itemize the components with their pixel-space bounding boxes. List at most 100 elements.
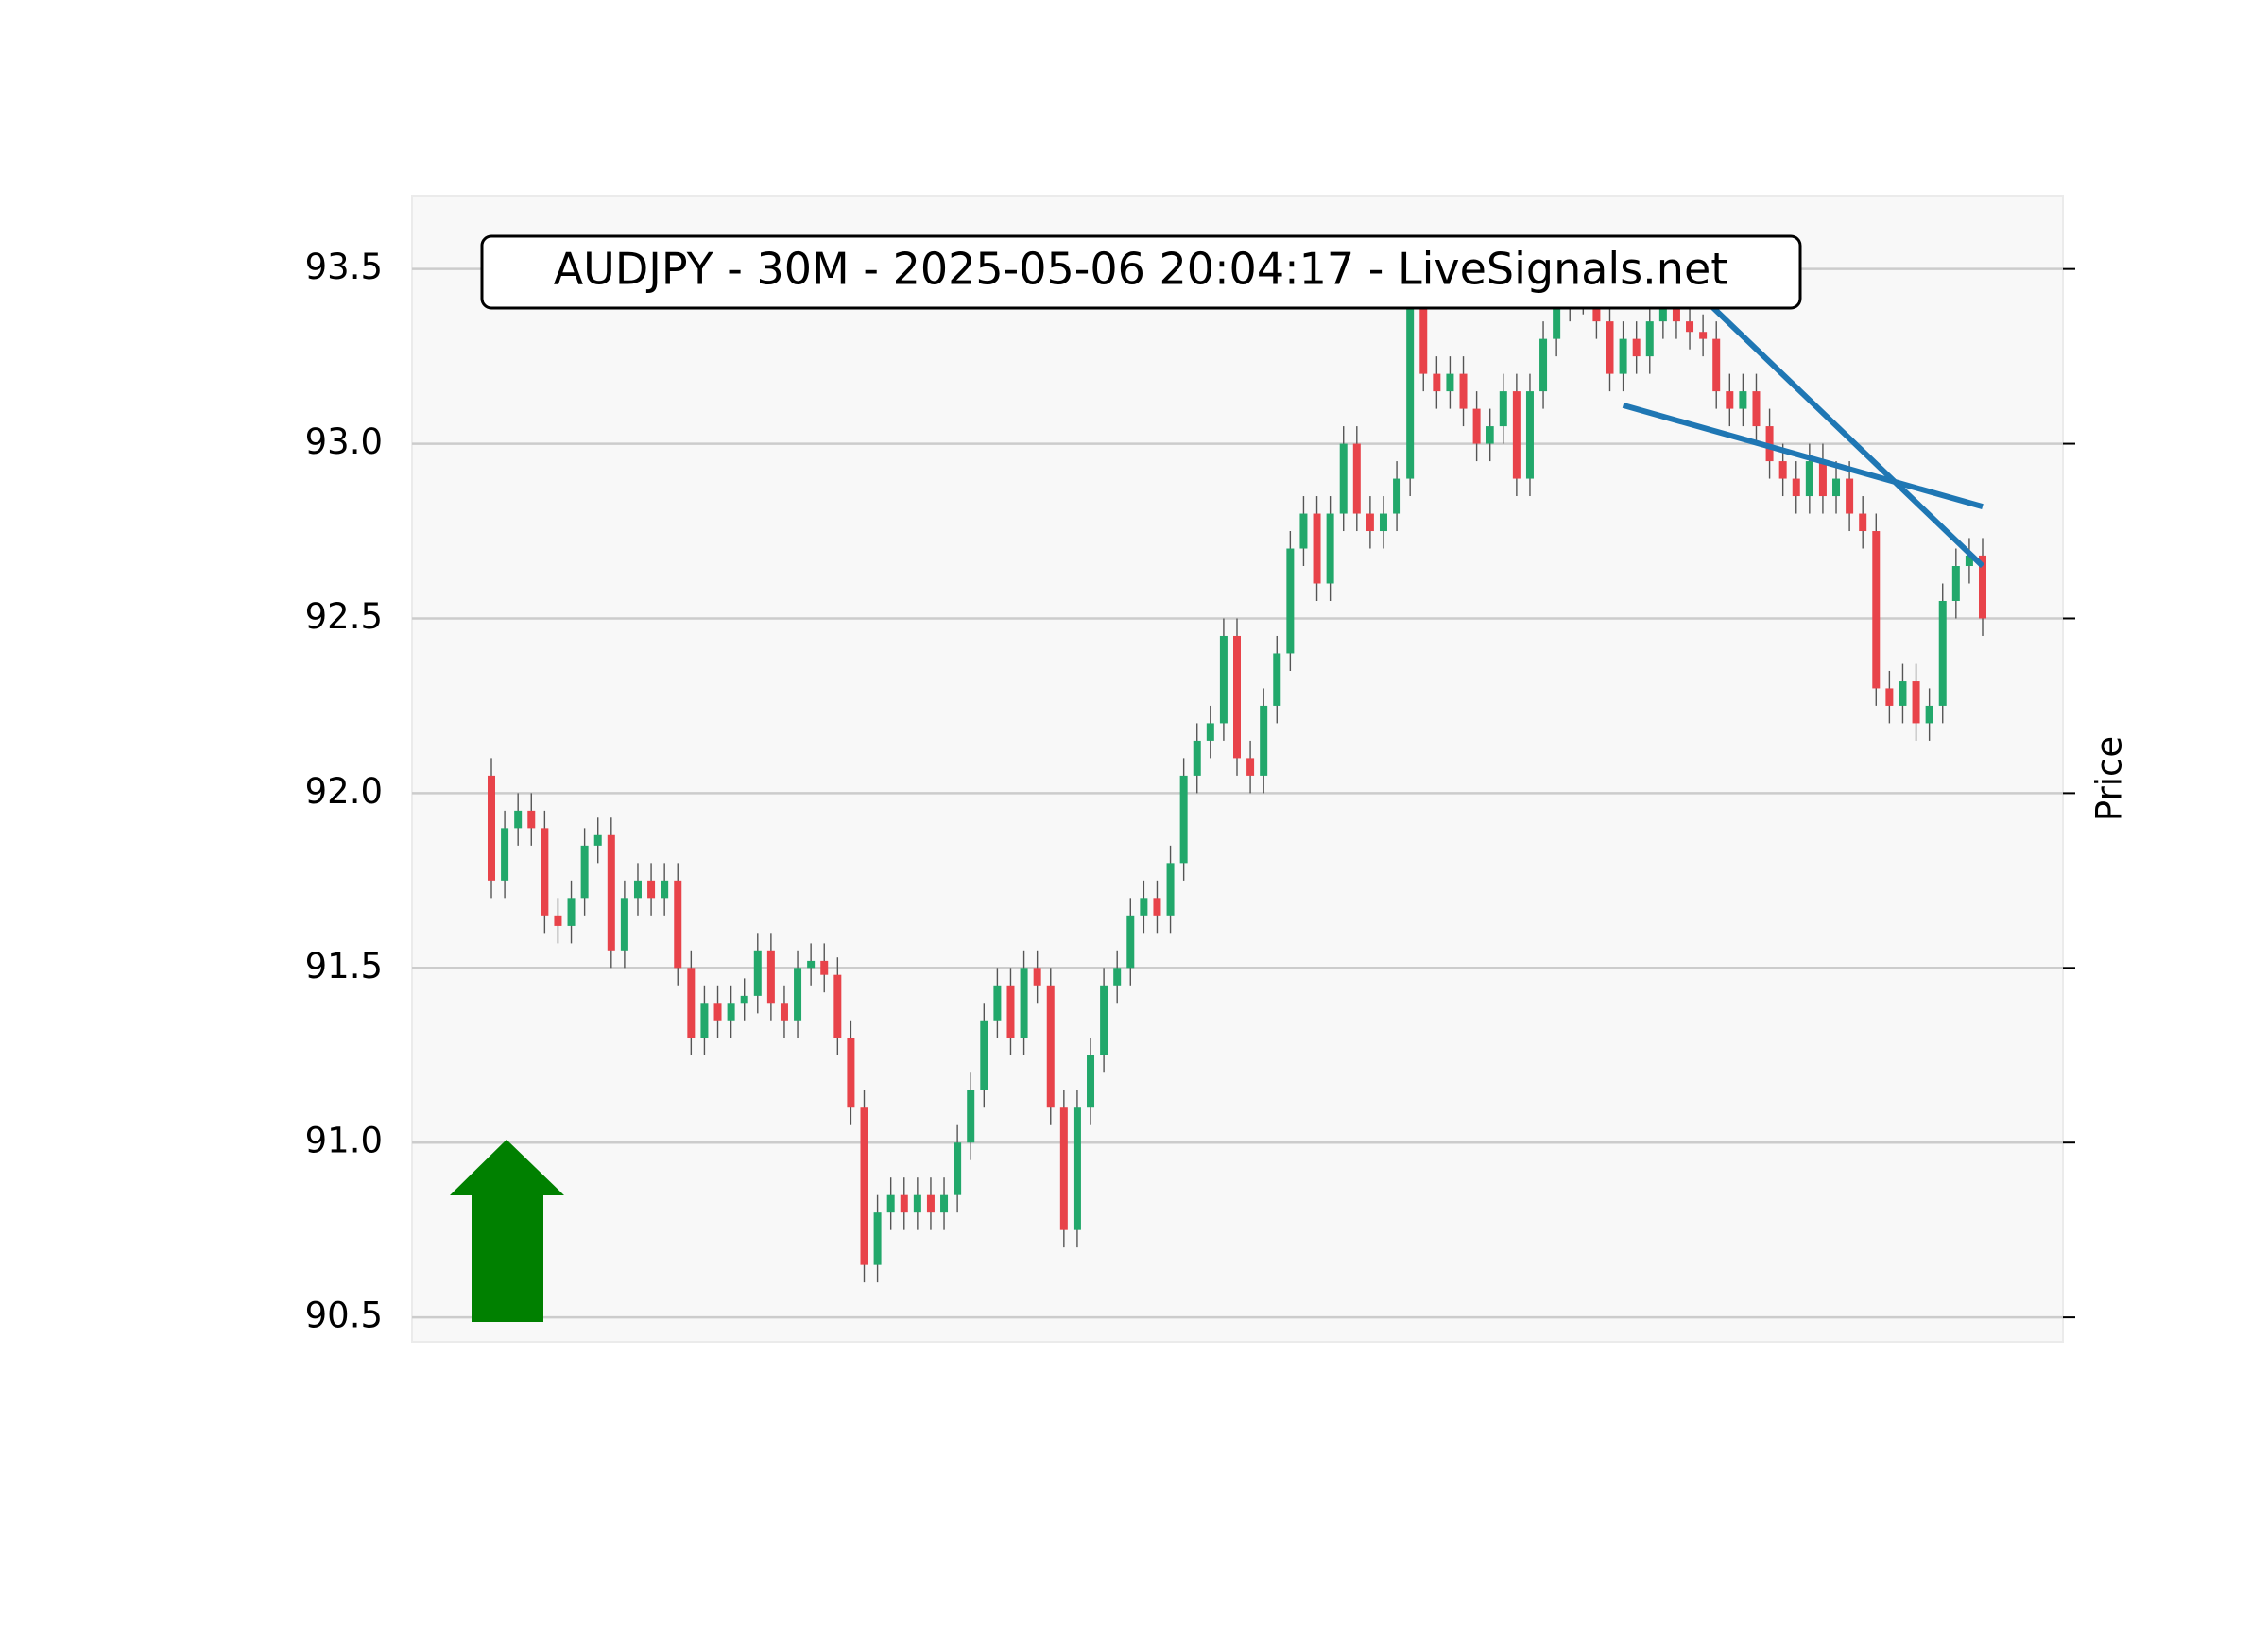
- candle-body: [1619, 338, 1627, 374]
- y-axis-label: Price: [2089, 736, 2130, 821]
- candle-body: [1339, 443, 1348, 514]
- candle-body: [1073, 1107, 1081, 1230]
- candle-body: [1087, 1055, 1095, 1108]
- candle-body: [766, 950, 775, 1004]
- candle-body: [1658, 303, 1667, 322]
- candle-body: [1712, 338, 1721, 392]
- y-tick-label: 93.5: [305, 247, 383, 287]
- y-tick-label: 93.0: [305, 421, 383, 462]
- candle-body: [514, 810, 523, 829]
- candle-body: [1260, 705, 1268, 776]
- candle-body: [1672, 303, 1680, 322]
- candle-body: [833, 974, 842, 1038]
- candle-body: [700, 1003, 709, 1038]
- candle-body: [1059, 1107, 1068, 1230]
- candle-body: [661, 880, 669, 899]
- candle-body: [1153, 898, 1161, 916]
- candle-body: [1778, 461, 1787, 479]
- candle-body: [1912, 681, 1920, 724]
- candle-body: [1100, 985, 1108, 1055]
- candle-body: [860, 1107, 868, 1265]
- candle-body: [1352, 443, 1361, 514]
- y-tick-label: 91.0: [305, 1121, 383, 1161]
- candle-body: [1366, 513, 1374, 532]
- candle-body: [1233, 635, 1241, 759]
- candle-body: [794, 968, 802, 1021]
- candle-body: [1645, 321, 1654, 357]
- candle-body: [1632, 338, 1641, 357]
- candle-body: [1033, 968, 1041, 986]
- y-tick-label: 92.5: [305, 596, 383, 637]
- candle-body: [1832, 478, 1841, 497]
- candle-body: [1446, 373, 1454, 392]
- candle-body: [1179, 775, 1188, 864]
- candle-body: [847, 1038, 855, 1108]
- candle-body: [620, 898, 628, 951]
- candle-body: [780, 1003, 788, 1021]
- candle-body: [993, 985, 1002, 1021]
- y-tick-label: 92.0: [305, 771, 383, 812]
- candle-body: [1606, 321, 1614, 374]
- candle-body: [1286, 548, 1295, 654]
- candle-body: [740, 995, 748, 1004]
- candle-body: [940, 1194, 949, 1213]
- candle-body: [1419, 303, 1428, 374]
- candle-body: [1792, 478, 1800, 497]
- candle-body: [1979, 555, 1986, 619]
- candle-body: [1965, 555, 1973, 567]
- trend-line: [1674, 270, 1985, 569]
- candle-body: [1140, 898, 1148, 916]
- candle-body: [1686, 321, 1694, 333]
- candle-body: [727, 1003, 735, 1021]
- candle-body: [1472, 408, 1481, 444]
- candle-body: [1899, 681, 1907, 706]
- candle-body: [753, 950, 762, 996]
- candle-body: [980, 1020, 988, 1090]
- title-box: [480, 234, 1802, 310]
- candle-body: [1020, 968, 1028, 1038]
- candle-body: [1739, 391, 1747, 409]
- candle-body: [1512, 391, 1521, 479]
- candle-body: [1393, 478, 1401, 514]
- candle-body: [886, 1194, 895, 1213]
- candle-body: [1273, 653, 1281, 706]
- chart-title: AUDJPY - 30M - 2025-05-06 20:04:17 - Liv…: [554, 244, 1728, 295]
- candle-body: [1206, 723, 1214, 741]
- candle-body: [527, 810, 536, 829]
- candle-body: [607, 834, 615, 951]
- candle-body: [1925, 705, 1933, 724]
- candle-body: [1406, 303, 1415, 479]
- candle-body: [1126, 915, 1135, 969]
- candle-body: [1872, 531, 1881, 689]
- trend-line: [1622, 403, 1984, 510]
- candle-body: [1951, 566, 1960, 601]
- candle-body: [501, 828, 509, 881]
- candle-body: [633, 880, 642, 899]
- candle-body: [580, 845, 589, 899]
- candle-body: [1499, 391, 1507, 427]
- candle-body: [1859, 513, 1867, 532]
- candle-body: [488, 775, 495, 881]
- candle-body: [1938, 600, 1947, 706]
- candle-body: [1193, 740, 1201, 776]
- candle-body: [1752, 391, 1761, 427]
- candle-body: [967, 1090, 975, 1143]
- candle-body: [1846, 478, 1854, 514]
- candle-body: [807, 960, 816, 969]
- candle-body: [1885, 688, 1894, 706]
- candle-body: [647, 880, 656, 899]
- candle-body: [1219, 635, 1228, 724]
- candle-body: [1326, 513, 1334, 584]
- candle-body: [687, 968, 696, 1038]
- candle-body: [913, 1194, 921, 1213]
- candle-body: [1299, 513, 1308, 549]
- candle-body: [1539, 338, 1548, 392]
- candle-body: [900, 1194, 908, 1213]
- candle-body: [1726, 391, 1734, 409]
- candle-body: [567, 898, 576, 926]
- candle-body: [1379, 513, 1387, 532]
- candle-body: [1818, 461, 1827, 497]
- candle-body: [1006, 985, 1015, 1038]
- candle-body: [926, 1194, 935, 1213]
